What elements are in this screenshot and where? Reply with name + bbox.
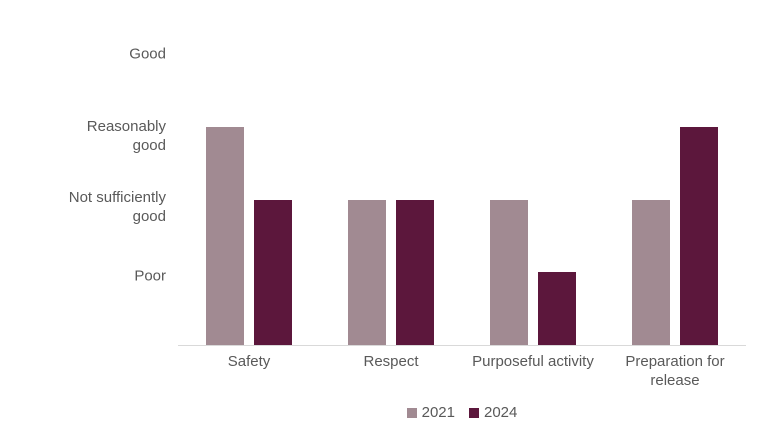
x-axis-label-safety: Safety: [227, 353, 271, 370]
x-axis-label-preparation-for-release: Preparation for release: [625, 353, 725, 389]
bar-respect-2021: [348, 200, 386, 345]
legend-label-2021: 2021: [421, 404, 455, 421]
x-axis-line: [178, 345, 746, 346]
legend: 2021 2024: [178, 404, 746, 421]
bar-safety-2024: [254, 200, 292, 345]
bar-purposeful-activity-2024: [538, 272, 576, 345]
legend-swatch-2024: [469, 407, 479, 418]
x-axis-label-purposeful-activity: Purposeful activity: [472, 353, 594, 370]
bar-preparation-for-release-2024: [680, 127, 718, 345]
bar-preparation-for-release-2021: [632, 200, 670, 345]
y-axis-tick-label-poor: Poor: [134, 267, 166, 285]
bar-purposeful-activity-2021: [490, 200, 528, 345]
y-axis-tick-label-reasonably-good: Reasonably good: [86, 118, 166, 154]
y-axis-tick-label-not-sufficiently-good: Not sufficiently good: [68, 189, 166, 225]
x-axis-label-respect: Respect: [363, 353, 419, 370]
legend-item-2024: 2024: [469, 404, 517, 421]
legend-label-2024: 2024: [484, 404, 518, 421]
bar-safety-2021: [206, 127, 244, 345]
y-axis-tick-label-good: Good: [129, 45, 166, 63]
legend-swatch-2021: [406, 407, 417, 418]
legend-item-2021: 2021: [406, 404, 455, 421]
bar-respect-2024: [396, 200, 434, 345]
